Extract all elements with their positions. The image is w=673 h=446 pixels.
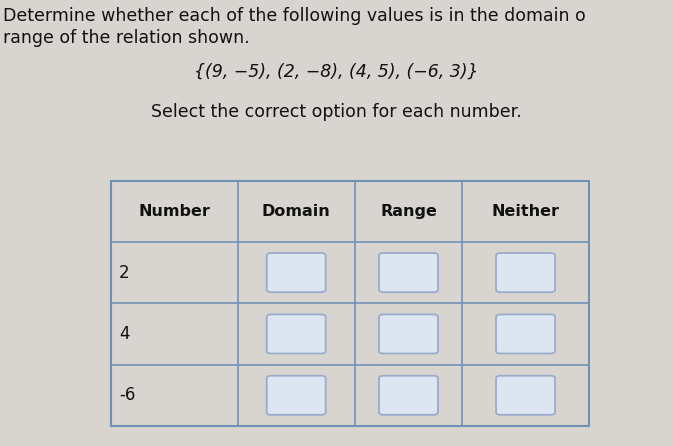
Text: Select the correct option for each number.: Select the correct option for each numbe… [151,103,522,120]
Text: {(9, −5), (2, −8), (4, 5), (−6, 3)}: {(9, −5), (2, −8), (4, 5), (−6, 3)} [194,62,479,80]
Text: Domain: Domain [262,204,330,219]
Text: Number: Number [139,204,210,219]
Text: 4: 4 [119,325,130,343]
Text: 2: 2 [119,264,130,281]
Text: Neither: Neither [491,204,559,219]
Text: -6: -6 [119,386,135,404]
Text: range of the relation shown.: range of the relation shown. [3,29,250,47]
Text: Range: Range [380,204,437,219]
Text: Determine whether each of the following values is in the domain o: Determine whether each of the following … [3,7,586,25]
